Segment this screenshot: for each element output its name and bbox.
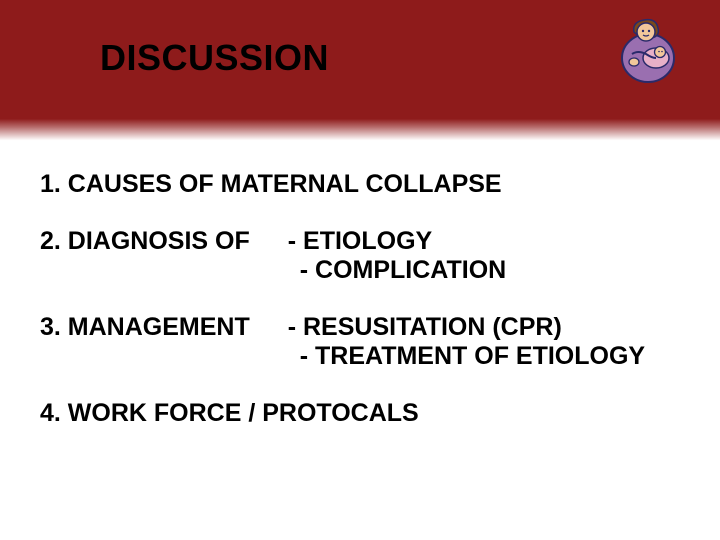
item-management-cpr: - RESUSITATION (CPR) — [288, 313, 645, 342]
slide-title: DISCUSSION — [78, 37, 329, 79]
slide-body: 1. CAUSES OF MATERNAL COLLAPSE 2. DIAGNO… — [40, 170, 700, 456]
item-diagnosis: 2. DIAGNOSIS OF - ETIOLOGY - COMPLICATIO… — [40, 227, 700, 285]
item-diagnosis-sub: - ETIOLOGY - COMPLICATION — [288, 227, 506, 285]
item-management-label: 3. MANAGEMENT — [40, 313, 250, 342]
item-diagnosis-etiology: - ETIOLOGY — [288, 227, 506, 256]
title-band: DISCUSSION — [78, 18, 438, 98]
item-diagnosis-label: 2. DIAGNOSIS OF — [40, 227, 250, 256]
item-management: 3. MANAGEMENT - RESUSITATION (CPR) - TRE… — [40, 313, 700, 371]
mother-baby-icon — [612, 14, 684, 86]
item-causes: 1. CAUSES OF MATERNAL COLLAPSE — [40, 170, 700, 199]
item-management-treatment: - TREATMENT OF ETIOLOGY — [300, 342, 645, 371]
item-diagnosis-complication: - COMPLICATION — [300, 256, 506, 285]
item-workforce: 4. WORK FORCE / PROTOCALS — [40, 399, 700, 428]
item-management-sub: - RESUSITATION (CPR) - TREATMENT OF ETIO… — [288, 313, 645, 371]
